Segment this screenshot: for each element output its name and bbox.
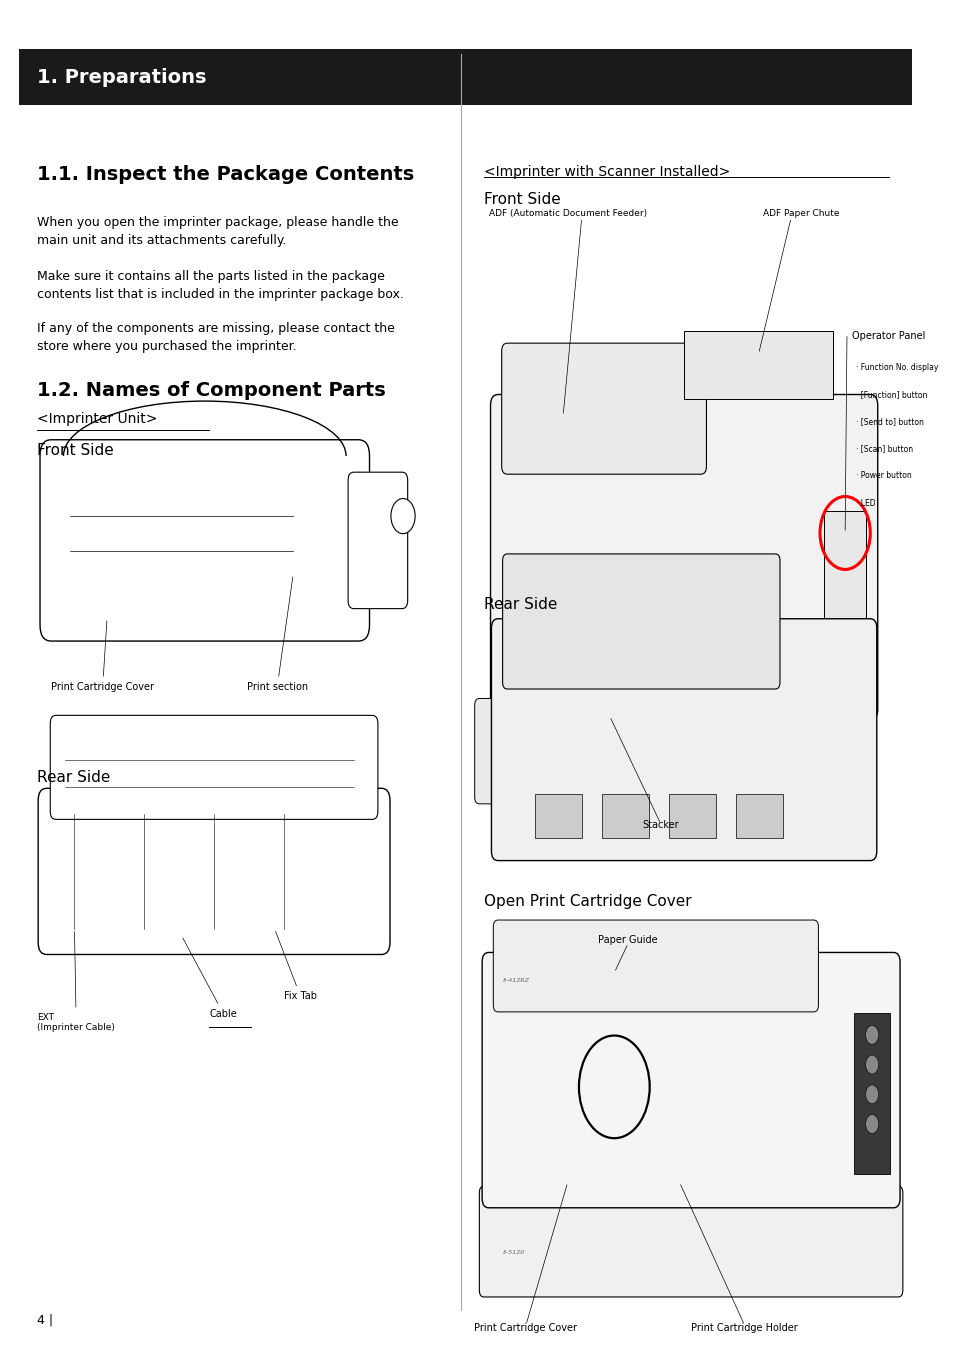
Text: · [Function] button: · [Function] button — [856, 390, 926, 400]
Text: fi-5120: fi-5120 — [502, 1250, 524, 1255]
Circle shape — [864, 1025, 878, 1044]
Circle shape — [391, 499, 415, 534]
Bar — [19, 49, 911, 105]
Text: 4 |: 4 | — [37, 1313, 53, 1327]
FancyBboxPatch shape — [38, 789, 390, 954]
FancyBboxPatch shape — [493, 920, 818, 1012]
Text: Stacker: Stacker — [642, 820, 679, 830]
Text: ADF (Automatic Document Feeder): ADF (Automatic Document Feeder) — [488, 209, 646, 219]
Text: Operator Panel: Operator Panel — [851, 331, 924, 340]
FancyBboxPatch shape — [502, 554, 780, 689]
Text: Print section: Print section — [247, 577, 308, 692]
Text: Paper Guide: Paper Guide — [598, 935, 658, 944]
Text: · Function No. display: · Function No. display — [856, 363, 938, 373]
Text: · [Scan] button: · [Scan] button — [856, 444, 912, 454]
Text: Print Cartridge Cover: Print Cartridge Cover — [474, 1323, 577, 1332]
Text: · Power button: · Power button — [856, 471, 911, 481]
Bar — [668, 794, 715, 838]
Text: · [Send to] button: · [Send to] button — [856, 417, 923, 427]
Text: · LED: · LED — [856, 499, 875, 508]
Text: Cable: Cable — [183, 938, 237, 1019]
Text: <Imprinter Unit>: <Imprinter Unit> — [37, 412, 157, 426]
FancyBboxPatch shape — [40, 440, 369, 642]
Text: 1.1. Inspect the Package Contents: 1.1. Inspect the Package Contents — [37, 165, 414, 184]
Bar — [736, 794, 782, 838]
Circle shape — [864, 1085, 878, 1104]
FancyBboxPatch shape — [481, 952, 899, 1208]
Text: Rear Side: Rear Side — [37, 770, 111, 785]
Text: EXT
(Imprinter Cable): EXT (Imprinter Cable) — [37, 932, 115, 1032]
Text: fi-412RZ: fi-412RZ — [502, 978, 529, 984]
Text: When you open the imprinter package, please handle the
main unit and its attachm: When you open the imprinter package, ple… — [37, 216, 398, 247]
FancyBboxPatch shape — [501, 343, 706, 474]
Bar — [601, 794, 648, 838]
FancyBboxPatch shape — [478, 1186, 902, 1297]
Polygon shape — [683, 331, 832, 399]
Text: Open Print Cartridge Cover: Open Print Cartridge Cover — [483, 894, 691, 909]
Circle shape — [864, 1055, 878, 1074]
Bar — [535, 794, 581, 838]
Text: 1.2. Names of Component Parts: 1.2. Names of Component Parts — [37, 381, 386, 400]
FancyBboxPatch shape — [51, 716, 377, 819]
Text: Front Side: Front Side — [37, 443, 113, 458]
FancyBboxPatch shape — [475, 698, 737, 804]
Bar — [854, 1013, 889, 1174]
Text: ADF Paper Chute: ADF Paper Chute — [762, 209, 839, 219]
Text: Print Cartridge Cover: Print Cartridge Cover — [51, 621, 154, 692]
Text: Make sure it contains all the parts listed in the package
contents list that is : Make sure it contains all the parts list… — [37, 270, 404, 301]
FancyBboxPatch shape — [490, 394, 877, 720]
FancyBboxPatch shape — [348, 473, 407, 608]
Text: If any of the components are missing, please contact the
store where you purchas: If any of the components are missing, pl… — [37, 322, 395, 353]
Text: Rear Side: Rear Side — [483, 597, 557, 612]
Text: Front Side: Front Side — [483, 192, 560, 207]
Text: 1. Preparations: 1. Preparations — [37, 68, 207, 86]
Bar — [822, 511, 864, 669]
Text: Print Cartridge Holder: Print Cartridge Holder — [691, 1323, 797, 1332]
FancyBboxPatch shape — [491, 619, 876, 861]
Text: Fix Tab: Fix Tab — [275, 931, 316, 1001]
Text: <Imprinter with Scanner Installed>: <Imprinter with Scanner Installed> — [483, 165, 729, 178]
Circle shape — [864, 1115, 878, 1133]
